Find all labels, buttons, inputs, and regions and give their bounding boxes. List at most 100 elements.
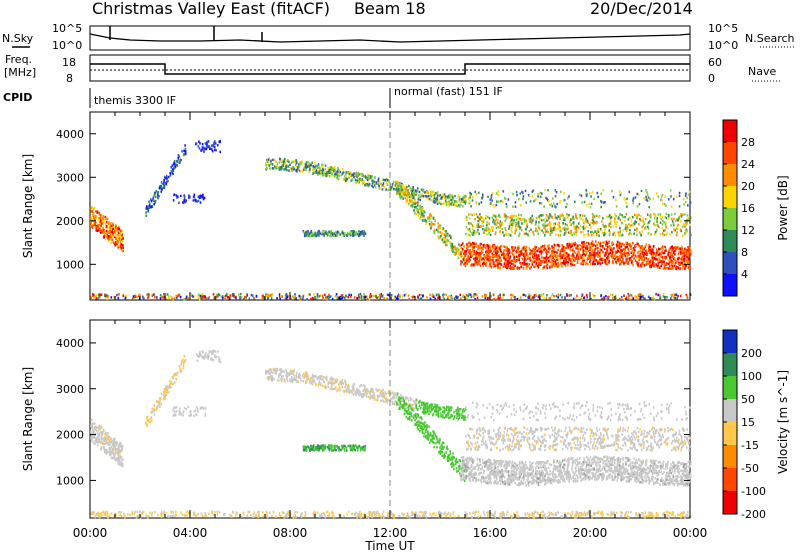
echo-cell [279,158,281,161]
echo-cell [464,196,467,200]
echo-cell [505,217,507,220]
echo-cell [293,167,295,170]
echo-cell [667,217,670,220]
echo-cell [673,295,675,299]
echo-cell [467,248,469,252]
echo-cell [400,192,403,196]
echo-cell [482,264,484,267]
echo-cell [157,190,160,194]
echo-cell [122,246,124,250]
echo-cell [567,231,570,234]
echo-cell [182,201,184,204]
echo-cell [641,219,644,223]
echo-cell [597,255,599,258]
echo-cell [110,224,113,227]
echo-cell [434,223,436,226]
echo-cell [363,231,366,234]
echo-cell [608,241,610,244]
echo-cell [626,256,629,260]
echo-cell [531,195,534,198]
echo-cell [500,199,502,203]
echo-cell [624,227,627,231]
echo-cell [436,196,439,199]
echo-cell [584,253,587,257]
echo-cell [536,254,538,257]
echo-cell [335,171,337,174]
echo-cell [618,244,621,248]
echo-cell [430,224,433,227]
echo-cell [479,264,482,267]
echo-cell [518,246,521,249]
echo-cell [625,297,627,301]
echo-cell [511,216,513,220]
echo-cell [596,233,598,237]
echo-cell [321,167,324,170]
echo-cell [601,220,603,223]
echo-cell [153,199,155,202]
echo-cell [580,225,582,228]
echo-cell [539,202,541,205]
echo-cell [117,236,119,239]
echo-cell [397,187,400,191]
echo-cell [326,298,328,301]
echo-cell [118,238,121,241]
echo-cell [324,293,326,296]
echo-cell [513,255,516,259]
echo-cell [532,296,534,299]
echo-cell [651,256,654,260]
echo-cell [117,445,120,448]
echo-cell [592,293,594,297]
echo-cell [686,252,689,255]
echo-cell [529,220,531,223]
echo-cell [401,189,403,193]
echo-cell [94,428,97,431]
echo-cell [211,150,214,153]
echo-cell [290,167,293,170]
echo-cell [298,295,301,298]
echo-cell [583,259,585,263]
echo-cell [512,262,514,266]
echo-cell [551,255,554,259]
echo-cell [493,245,495,248]
echo-cell [176,296,178,299]
echo-cell [121,240,124,243]
echo-cell [222,296,224,300]
echo-cell [389,188,392,192]
echo-cell [396,185,398,188]
echo-cell [633,247,635,250]
echo-cell [511,214,513,217]
echo-cell [522,197,524,201]
echo-cell [354,174,356,178]
echo-cell [586,257,589,260]
echo-cell [453,252,456,256]
echo-cell [463,245,465,248]
echo-cell [624,219,626,222]
echo-cell [356,233,359,236]
echo-cell [650,253,653,256]
echo-cell [469,293,472,296]
echo-cell [350,174,353,178]
echo-cell [207,140,210,143]
echo-cell [410,198,413,201]
echo-cell [660,247,663,250]
echo-cell [680,259,683,262]
echo-cell [549,227,552,231]
echo-cell [479,246,481,249]
echo-cell [503,252,505,256]
echo-cell [142,297,145,301]
echo-cell [99,214,102,217]
echo-cell [306,232,308,235]
echo-cell [569,220,571,223]
echo-cell [639,294,642,297]
echo-cell [636,233,638,236]
echo-cell [610,218,612,222]
echo-cell [497,226,499,229]
echo-cell [572,242,575,246]
echo-cell [513,267,516,270]
echo-cell [435,198,437,201]
echo-cell [678,205,681,208]
echo-cell [685,231,688,234]
echo-cell [267,294,269,298]
echo-cell [627,297,629,300]
echo-cell [147,207,149,211]
